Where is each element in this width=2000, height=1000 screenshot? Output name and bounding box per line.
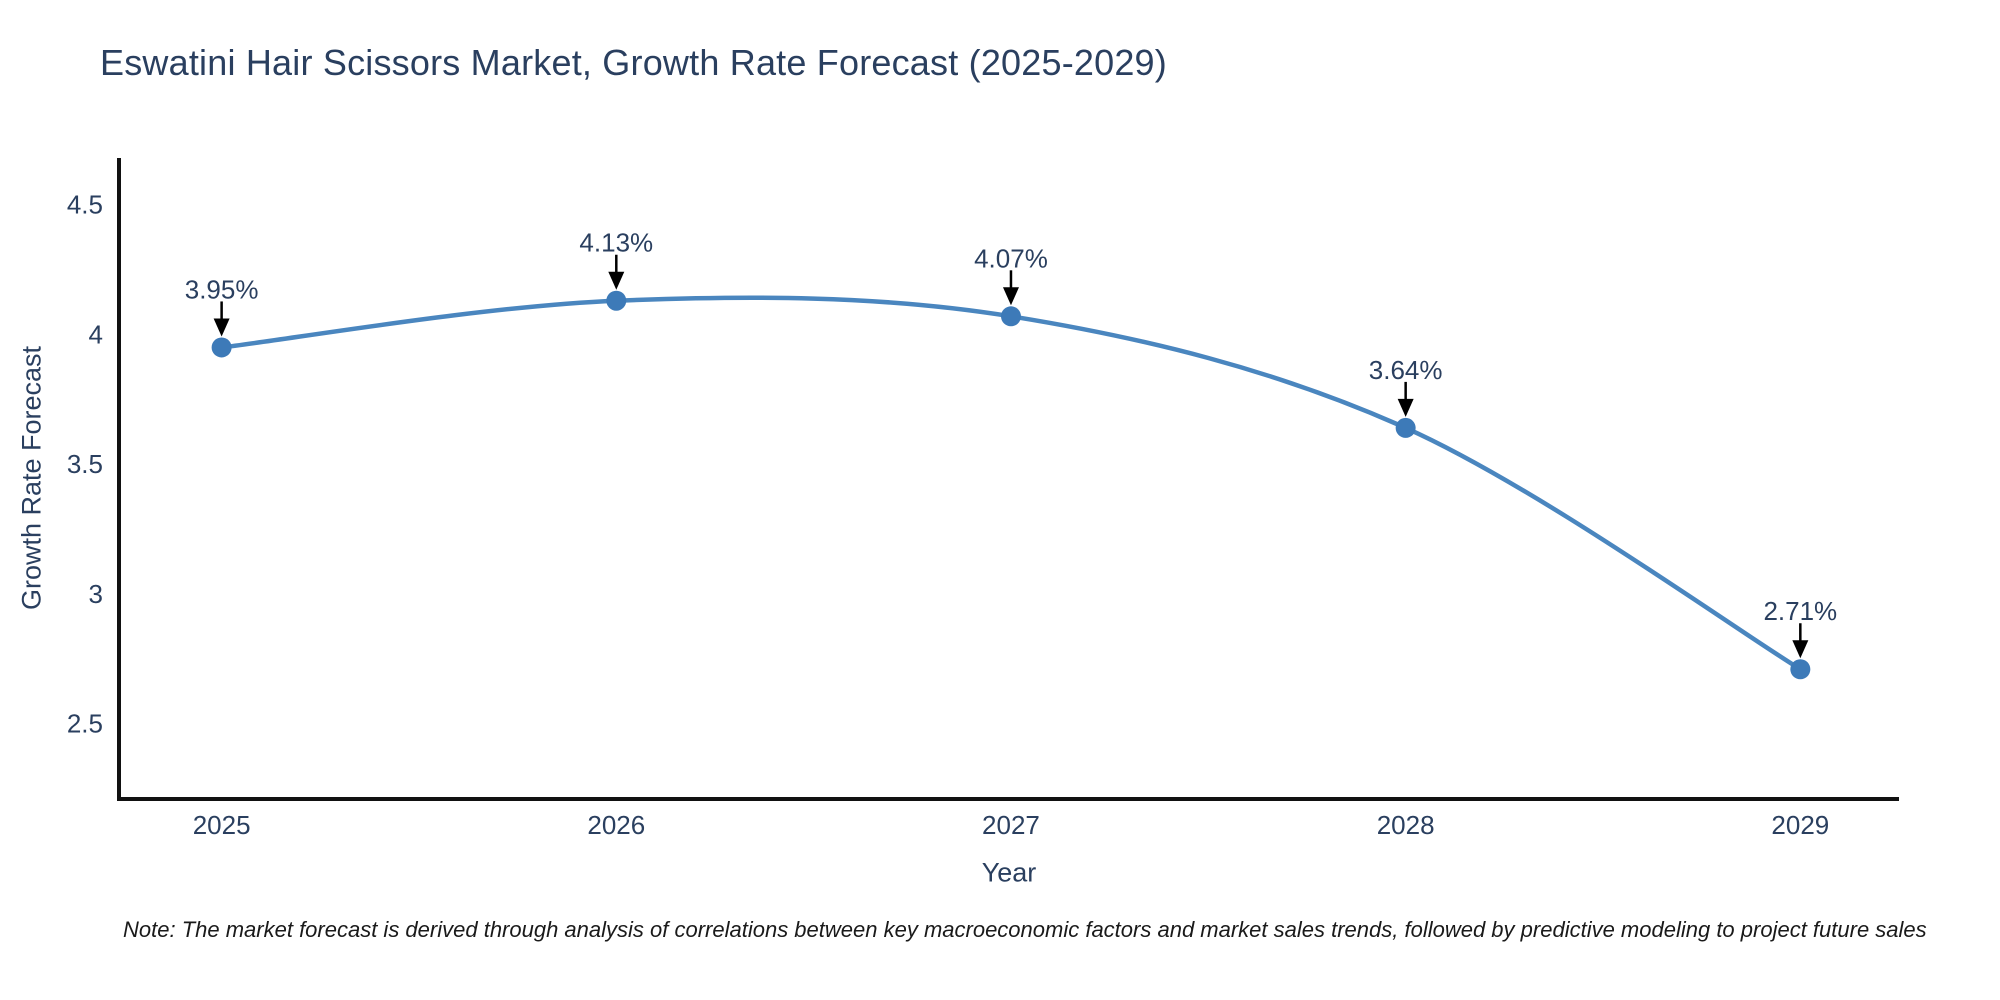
- y-tick-label: 2.5: [67, 709, 103, 739]
- data-point[interactable]: [1790, 659, 1811, 680]
- x-tick-label: 2025: [193, 810, 251, 840]
- point-annotation: 3.95%: [185, 274, 259, 304]
- x-tick-label: 2026: [587, 810, 645, 840]
- point-annotation: 4.13%: [579, 228, 653, 258]
- x-tick-label: 2027: [982, 810, 1040, 840]
- x-axis-title: Year: [981, 857, 1037, 888]
- annotation-arrowhead: [1397, 398, 1414, 417]
- x-tick-label: 2028: [1377, 810, 1435, 840]
- y-tick-label: 3: [89, 579, 103, 609]
- point-annotation: 3.64%: [1369, 355, 1443, 385]
- footnote: Note: The market forecast is derived thr…: [123, 917, 1927, 942]
- point-annotation: 2.71%: [1763, 596, 1837, 626]
- y-tick-label: 4: [89, 319, 103, 349]
- data-point[interactable]: [606, 290, 627, 311]
- y-tick-label: 4.5: [67, 190, 103, 220]
- annotation-arrowhead: [1002, 287, 1019, 306]
- trend-line: [219, 295, 1803, 672]
- annotation-arrowhead: [1792, 640, 1809, 659]
- data-point[interactable]: [1395, 417, 1416, 438]
- y-tick-label: 3.5: [67, 449, 103, 479]
- x-tick-label: 2029: [1771, 810, 1829, 840]
- y-axis-title: Growth Rate Forecast: [16, 345, 47, 611]
- annotation-arrowhead: [608, 271, 625, 290]
- chart-title: Eswatini Hair Scissors Market, Growth Ra…: [100, 42, 1167, 83]
- data-point[interactable]: [211, 337, 232, 358]
- point-annotation: 4.07%: [974, 243, 1048, 273]
- data-point[interactable]: [1000, 306, 1021, 327]
- annotation-arrowhead: [213, 318, 230, 337]
- axis-line: [117, 158, 1899, 801]
